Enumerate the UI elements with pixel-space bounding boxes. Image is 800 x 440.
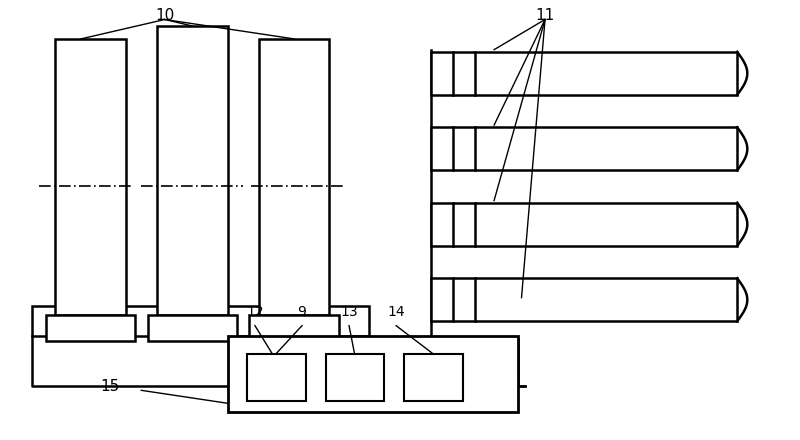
Text: 15: 15	[100, 378, 119, 393]
Bar	[31, 306, 369, 337]
Bar	[157, 26, 227, 315]
Bar	[431, 127, 737, 170]
Bar	[431, 278, 737, 321]
Text: 13: 13	[340, 305, 358, 319]
Text: 9: 9	[298, 305, 306, 319]
Bar	[247, 354, 306, 401]
Bar	[55, 39, 126, 315]
Text: 10: 10	[155, 7, 174, 23]
Bar	[250, 315, 339, 341]
Bar	[259, 39, 330, 315]
Bar	[227, 337, 518, 412]
Bar	[147, 315, 237, 341]
Bar	[404, 354, 462, 401]
Text: 14: 14	[387, 305, 405, 319]
Bar	[431, 203, 737, 246]
Bar	[326, 354, 384, 401]
Text: 11: 11	[535, 7, 554, 23]
Bar	[46, 315, 135, 341]
Text: 12: 12	[246, 305, 264, 319]
Bar	[431, 52, 737, 95]
